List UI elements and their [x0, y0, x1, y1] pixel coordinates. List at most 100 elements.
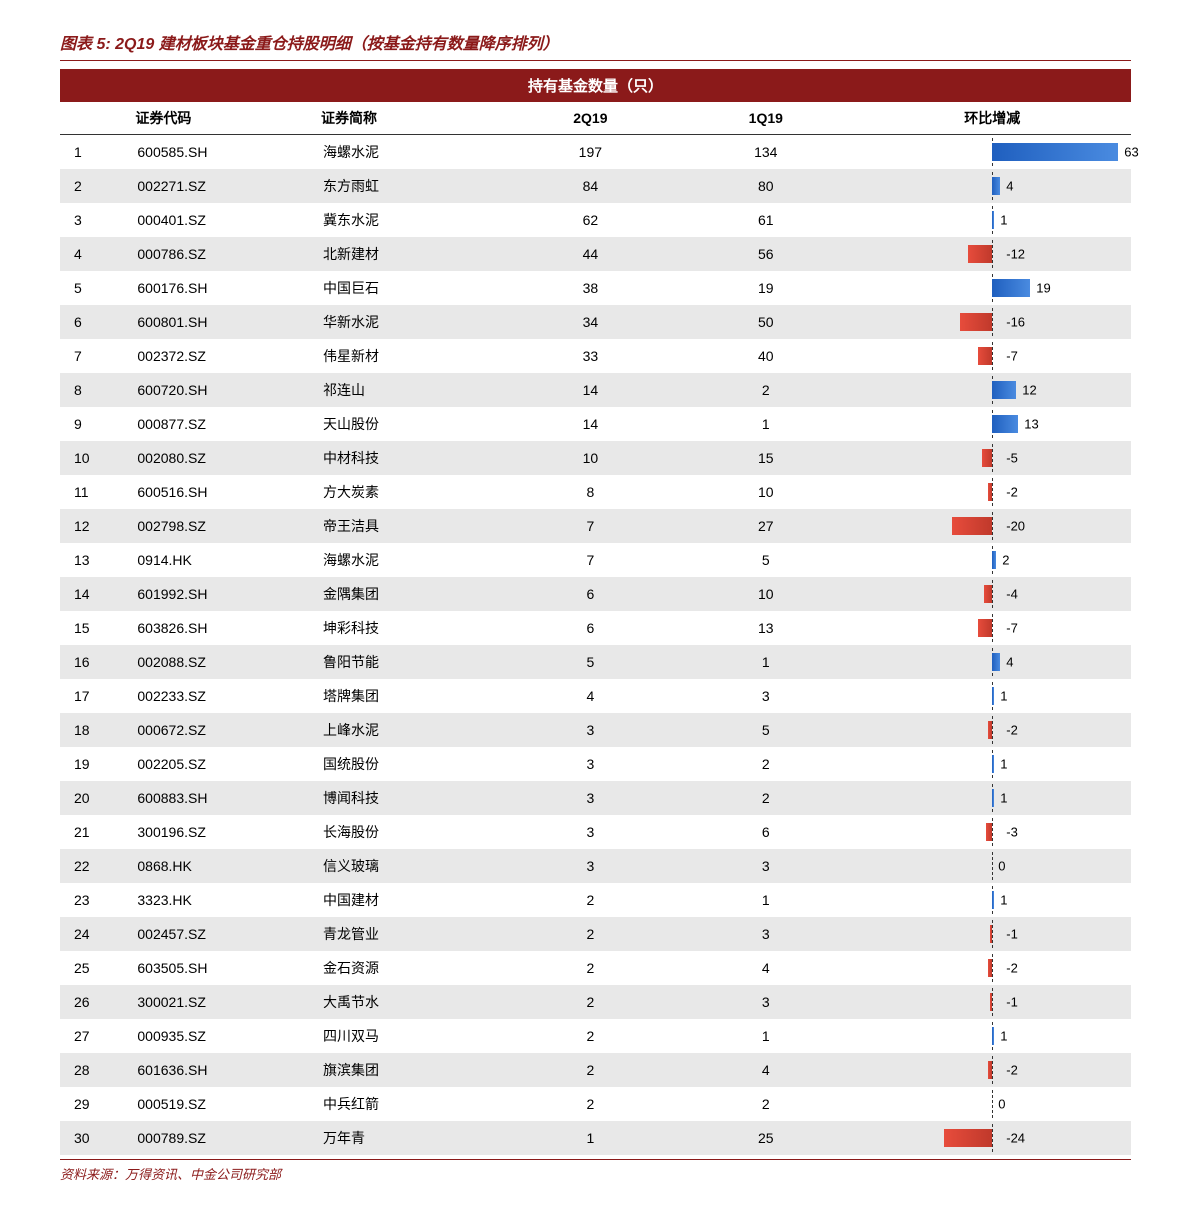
table-row: 26300021.SZ大禹节水23-1 [60, 985, 1131, 1019]
table-header-row: 证券代码 证券简称 2Q19 1Q19 环比增减 [60, 102, 1131, 135]
row-index: 18 [60, 713, 131, 747]
value-2q19: 2 [503, 1087, 678, 1121]
delta-cell: -4 [854, 577, 1131, 611]
delta-cell: -5 [854, 441, 1131, 475]
delta-bar-wrap: 1 [860, 1024, 1125, 1048]
delta-bar-wrap: -2 [860, 1058, 1125, 1082]
table-row: 29000519.SZ中兵红箭220 [60, 1087, 1131, 1121]
delta-label: -2 [1006, 961, 1018, 976]
table-row: 2002271.SZ东方雨虹84804 [60, 169, 1131, 203]
security-code: 600801.SH [131, 305, 317, 339]
source-text: 资料来源：万得资讯、中金公司研究部 [60, 1160, 1131, 1183]
row-index: 16 [60, 645, 131, 679]
value-2q19: 62 [503, 203, 678, 237]
row-index: 3 [60, 203, 131, 237]
value-2q19: 7 [503, 509, 678, 543]
security-name: 坤彩科技 [317, 611, 503, 645]
table-row: 1600585.SH海螺水泥19713463 [60, 135, 1131, 170]
row-index: 11 [60, 475, 131, 509]
table-title-cell: 持有基金数量（只） [60, 69, 1131, 102]
value-2q19: 14 [503, 373, 678, 407]
zero-line [992, 580, 993, 608]
value-2q19: 6 [503, 577, 678, 611]
table-row: 27000935.SZ四川双马211 [60, 1019, 1131, 1053]
security-name: 伟星新材 [317, 339, 503, 373]
table-row: 24002457.SZ青龙管业23-1 [60, 917, 1131, 951]
delta-bar-wrap: -2 [860, 956, 1125, 980]
row-index: 12 [60, 509, 131, 543]
zero-line [992, 614, 993, 642]
delta-label: -2 [1006, 723, 1018, 738]
delta-label: -1 [1006, 927, 1018, 942]
delta-label: -7 [1006, 349, 1018, 364]
chart-title: 图表 5: 2Q19 建材板块基金重仓持股明细（按基金持有数量降序排列） [60, 30, 1131, 61]
zero-line [992, 954, 993, 982]
row-index: 14 [60, 577, 131, 611]
delta-cell: 1 [854, 781, 1131, 815]
value-2q19: 6 [503, 611, 678, 645]
value-1q19: 10 [678, 475, 853, 509]
security-code: 000401.SZ [131, 203, 317, 237]
delta-label: -3 [1006, 825, 1018, 840]
delta-label: 1 [1000, 757, 1007, 772]
zero-line [992, 1090, 993, 1118]
value-1q19: 3 [678, 985, 853, 1019]
table-row: 21300196.SZ长海股份36-3 [60, 815, 1131, 849]
delta-cell: -20 [854, 509, 1131, 543]
security-code: 300196.SZ [131, 815, 317, 849]
positive-bar [992, 177, 1000, 195]
table-row: 11600516.SH方大炭素810-2 [60, 475, 1131, 509]
value-1q19: 1 [678, 645, 853, 679]
col-header-q2: 2Q19 [503, 102, 678, 135]
security-name: 冀东水泥 [317, 203, 503, 237]
delta-bar-wrap: 1 [860, 786, 1125, 810]
table-row: 12002798.SZ帝王洁具727-20 [60, 509, 1131, 543]
security-code: 600516.SH [131, 475, 317, 509]
value-1q19: 5 [678, 543, 853, 577]
zero-line [992, 444, 993, 472]
value-2q19: 3 [503, 781, 678, 815]
value-1q19: 61 [678, 203, 853, 237]
positive-bar [992, 279, 1030, 297]
col-header-delta: 环比增减 [854, 102, 1131, 135]
delta-bar-wrap: 1 [860, 752, 1125, 776]
col-header-name: 证券简称 [317, 102, 503, 135]
positive-bar [992, 1027, 994, 1045]
value-1q19: 3 [678, 679, 853, 713]
value-2q19: 84 [503, 169, 678, 203]
security-name: 中兵红箭 [317, 1087, 503, 1121]
zero-line [992, 512, 993, 540]
delta-label: 63 [1124, 145, 1138, 160]
delta-bar-wrap: 1 [860, 684, 1125, 708]
positive-bar [992, 415, 1018, 433]
delta-bar-wrap: -24 [860, 1126, 1125, 1150]
delta-bar-wrap: -2 [860, 718, 1125, 742]
delta-cell: 0 [854, 849, 1131, 883]
value-2q19: 34 [503, 305, 678, 339]
value-2q19: 1 [503, 1121, 678, 1155]
delta-cell: 1 [854, 203, 1131, 237]
security-code: 600585.SH [131, 135, 317, 170]
value-1q19: 1 [678, 1019, 853, 1053]
value-1q19: 134 [678, 135, 853, 170]
negative-bar [978, 347, 992, 365]
delta-cell: -7 [854, 339, 1131, 373]
delta-cell: -2 [854, 475, 1131, 509]
row-index: 17 [60, 679, 131, 713]
value-2q19: 38 [503, 271, 678, 305]
row-index: 29 [60, 1087, 131, 1121]
zero-line [992, 1124, 993, 1152]
value-1q19: 27 [678, 509, 853, 543]
security-code: 600720.SH [131, 373, 317, 407]
value-2q19: 197 [503, 135, 678, 170]
value-1q19: 13 [678, 611, 853, 645]
row-index: 25 [60, 951, 131, 985]
security-name: 塔牌集团 [317, 679, 503, 713]
delta-cell: 19 [854, 271, 1131, 305]
security-code: 000786.SZ [131, 237, 317, 271]
value-1q19: 6 [678, 815, 853, 849]
security-name: 东方雨虹 [317, 169, 503, 203]
positive-bar [992, 891, 994, 909]
security-code: 000519.SZ [131, 1087, 317, 1121]
value-2q19: 44 [503, 237, 678, 271]
